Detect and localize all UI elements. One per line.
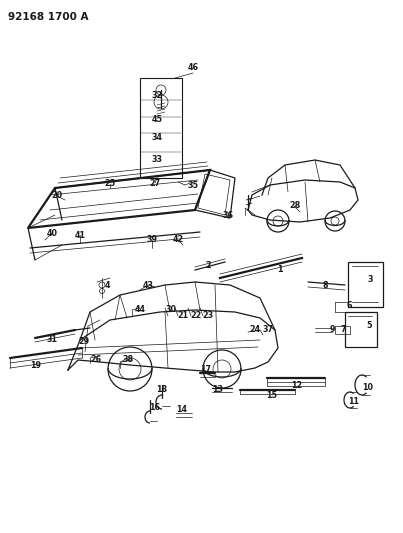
Text: 26: 26	[90, 356, 102, 365]
Text: 11: 11	[349, 398, 359, 407]
Bar	[335, 326, 350, 334]
Text: 12: 12	[291, 381, 303, 390]
Text: 19: 19	[31, 360, 42, 369]
Text: 25: 25	[104, 179, 116, 188]
Text: 92168 1700 A: 92168 1700 A	[8, 12, 89, 22]
Text: 27: 27	[150, 179, 160, 188]
Text: 37: 37	[262, 326, 274, 335]
Text: 40: 40	[46, 229, 58, 238]
Text: 38: 38	[123, 356, 133, 365]
Text: 32: 32	[152, 92, 162, 101]
Text: 13: 13	[212, 385, 224, 394]
Text: 34: 34	[152, 133, 162, 141]
Text: 29: 29	[79, 337, 89, 346]
Text: 8: 8	[322, 280, 328, 289]
Text: 6: 6	[346, 301, 352, 310]
Text: 23: 23	[202, 311, 214, 319]
Text: 42: 42	[172, 236, 183, 245]
Text: 22: 22	[190, 311, 202, 319]
Text: 45: 45	[152, 116, 162, 125]
Text: 5: 5	[366, 320, 372, 329]
Text: 30: 30	[166, 305, 177, 314]
Text: 24: 24	[249, 326, 261, 335]
Text: 39: 39	[147, 236, 158, 245]
Text: 46: 46	[187, 63, 199, 72]
Text: 28: 28	[289, 200, 301, 209]
Text: 35: 35	[187, 181, 199, 190]
Text: 9: 9	[329, 326, 335, 335]
Text: 43: 43	[143, 281, 154, 290]
Text: 36: 36	[222, 211, 233, 220]
Text: 14: 14	[177, 406, 187, 415]
Text: 44: 44	[135, 305, 145, 314]
Text: 10: 10	[363, 384, 374, 392]
Text: 31: 31	[46, 335, 58, 344]
Text: 7: 7	[340, 326, 346, 335]
Bar	[140, 78, 182, 178]
Text: 33: 33	[152, 156, 162, 165]
Text: 2: 2	[205, 261, 211, 270]
Text: 15: 15	[266, 391, 278, 400]
Bar	[348, 262, 383, 307]
Text: 4: 4	[104, 280, 110, 289]
Text: 20: 20	[52, 190, 62, 199]
Text: 1: 1	[277, 265, 283, 274]
Text: 17: 17	[201, 366, 212, 375]
Text: 21: 21	[177, 311, 189, 319]
Bar	[345, 312, 377, 347]
Text: 41: 41	[75, 230, 85, 239]
Text: 16: 16	[150, 403, 160, 413]
Text: 3: 3	[367, 276, 373, 285]
Text: 18: 18	[156, 385, 168, 394]
